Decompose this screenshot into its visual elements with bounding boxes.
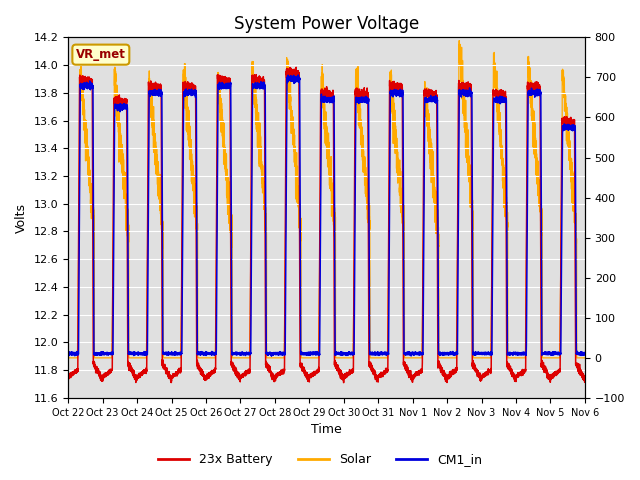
23x Battery	[258, 76, 266, 82]
Line: Solar: Solar	[68, 40, 585, 358]
Text: VR_met: VR_met	[76, 48, 126, 61]
23x Battery	[64, 375, 72, 381]
CM1_in	[579, 351, 587, 357]
Solar	[579, 355, 587, 361]
CM1_in	[398, 90, 406, 96]
23x Battery	[170, 373, 177, 379]
Legend: 23x Battery, Solar, CM1_in: 23x Battery, Solar, CM1_in	[153, 448, 487, 471]
Solar	[64, 355, 72, 361]
Line: CM1_in: CM1_in	[68, 75, 585, 356]
CM1_in	[170, 351, 177, 357]
23x Battery	[292, 64, 300, 70]
X-axis label: Time: Time	[311, 423, 342, 436]
23x Battery	[340, 380, 348, 385]
CM1_in	[258, 84, 266, 89]
CM1_in	[268, 353, 275, 359]
CM1_in	[294, 72, 302, 78]
CM1_in	[581, 350, 589, 356]
23x Battery	[398, 87, 406, 93]
CM1_in	[175, 352, 182, 358]
Solar	[397, 199, 405, 205]
Solar	[175, 355, 182, 361]
23x Battery	[471, 366, 479, 372]
Solar	[258, 165, 266, 170]
23x Battery	[581, 374, 589, 380]
CM1_in	[471, 352, 479, 358]
Solar	[170, 355, 177, 361]
Line: 23x Battery: 23x Battery	[68, 67, 585, 383]
Solar	[456, 37, 463, 43]
Solar	[581, 355, 589, 361]
23x Battery	[579, 377, 587, 383]
Title: System Power Voltage: System Power Voltage	[234, 15, 419, 33]
Solar	[471, 355, 479, 361]
CM1_in	[64, 350, 72, 356]
Y-axis label: Volts: Volts	[15, 203, 28, 233]
23x Battery	[175, 369, 182, 375]
